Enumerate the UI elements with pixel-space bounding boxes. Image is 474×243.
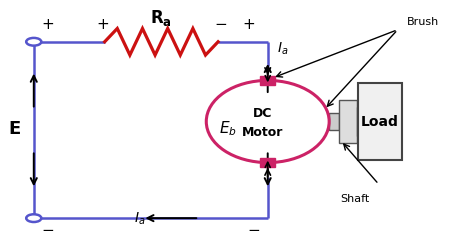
Text: $E_b$: $E_b$ (219, 119, 237, 138)
Bar (260, 76, 275, 85)
Text: $I_a$: $I_a$ (277, 41, 289, 57)
Text: $\mathbf{R_a}$: $\mathbf{R_a}$ (150, 8, 173, 28)
Text: E: E (9, 120, 21, 138)
Text: −: − (42, 223, 55, 238)
Circle shape (26, 38, 41, 46)
Bar (357, 83, 402, 160)
Text: Brush: Brush (407, 17, 439, 27)
Bar (356, 107, 363, 136)
Text: +: + (96, 17, 109, 32)
Bar (338, 100, 356, 143)
Text: +: + (42, 17, 55, 32)
Text: Shaft: Shaft (340, 194, 370, 204)
Text: Load: Load (361, 114, 399, 129)
Text: $I_a$: $I_a$ (135, 210, 146, 227)
Text: −: − (214, 17, 227, 32)
Text: Motor: Motor (242, 126, 283, 139)
Text: +: + (242, 17, 255, 32)
Text: DC: DC (253, 106, 273, 120)
Bar (260, 158, 275, 167)
Bar (329, 113, 338, 130)
Circle shape (26, 214, 41, 222)
Text: −: − (247, 223, 260, 238)
